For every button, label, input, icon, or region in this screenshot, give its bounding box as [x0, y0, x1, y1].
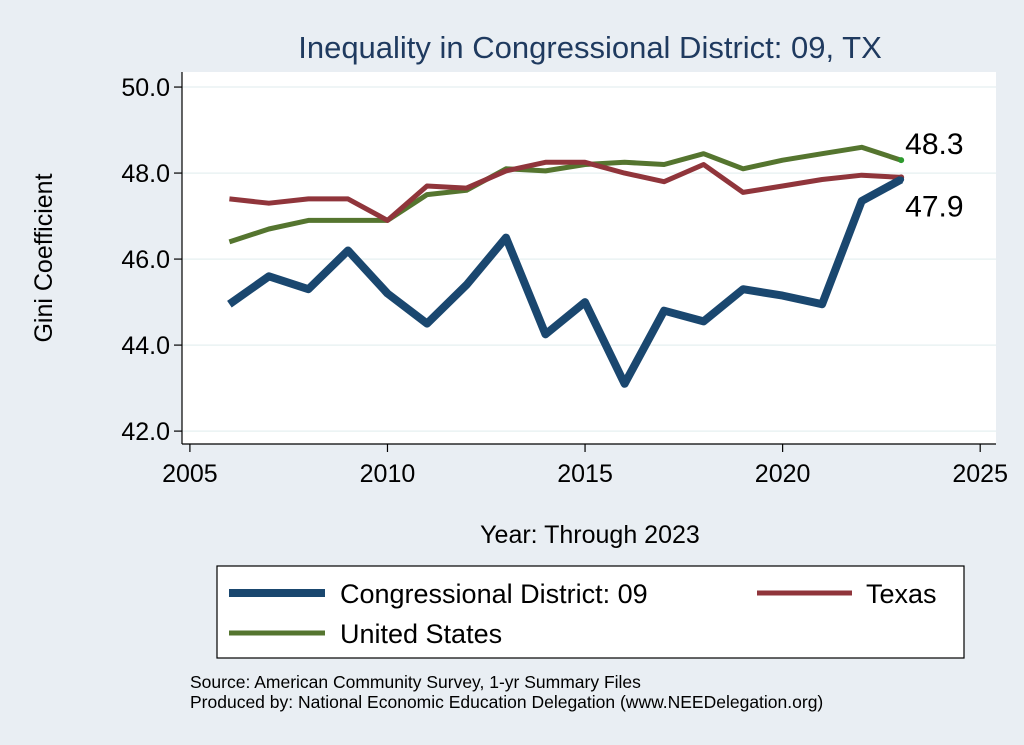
- y-tick-label: 48.0: [121, 160, 170, 188]
- x-axis-label: Year: Through 2023: [480, 521, 700, 549]
- axes: 42.0 44.0 46.0 48.0 50.0 2005 2010 2015 2020 2025: [121, 72, 1008, 488]
- series-line-0: [227, 175, 904, 388]
- chart-title: Inequality in Congressional District: 09…: [298, 30, 882, 65]
- y-tick-label: 42.0: [121, 418, 170, 446]
- series-lines: [227, 144, 905, 388]
- x-tick-label: 2020: [755, 460, 811, 488]
- source-note: Source: American Community Survey, 1-yr …: [190, 672, 641, 692]
- x-tick-label: 2025: [952, 460, 1008, 488]
- legend-entries: Congressional District: 09 Texas United St…: [229, 579, 937, 649]
- end-label-district: 47.9: [905, 191, 963, 224]
- end-labels: 48.3 47.9: [905, 128, 963, 223]
- x-tick-label: 2005: [162, 460, 218, 488]
- series-line-1: [229, 159, 902, 223]
- produced-by-note: Produced by: National Economic Education…: [190, 692, 823, 712]
- legend-label-0: Congressional District: 09: [340, 579, 648, 609]
- series-end-point-2: [898, 157, 905, 164]
- legend-label-1: Texas: [866, 579, 937, 609]
- x-tick-label: 2015: [557, 460, 613, 488]
- end-label-united-states: 48.3: [905, 128, 963, 161]
- legend: [216, 565, 965, 659]
- y-tick-label: 50.0: [121, 74, 170, 102]
- y-tick-label: 44.0: [121, 332, 170, 360]
- y-tick-label: 46.0: [121, 246, 170, 274]
- series-line-2: [228, 144, 902, 245]
- legend-label-2: United States: [340, 619, 502, 649]
- x-tick-label: 2010: [360, 460, 416, 488]
- series-end-point-0: [898, 176, 905, 183]
- plot-area: [182, 72, 996, 444]
- y-axis-label: Gini Coefficient: [30, 173, 58, 342]
